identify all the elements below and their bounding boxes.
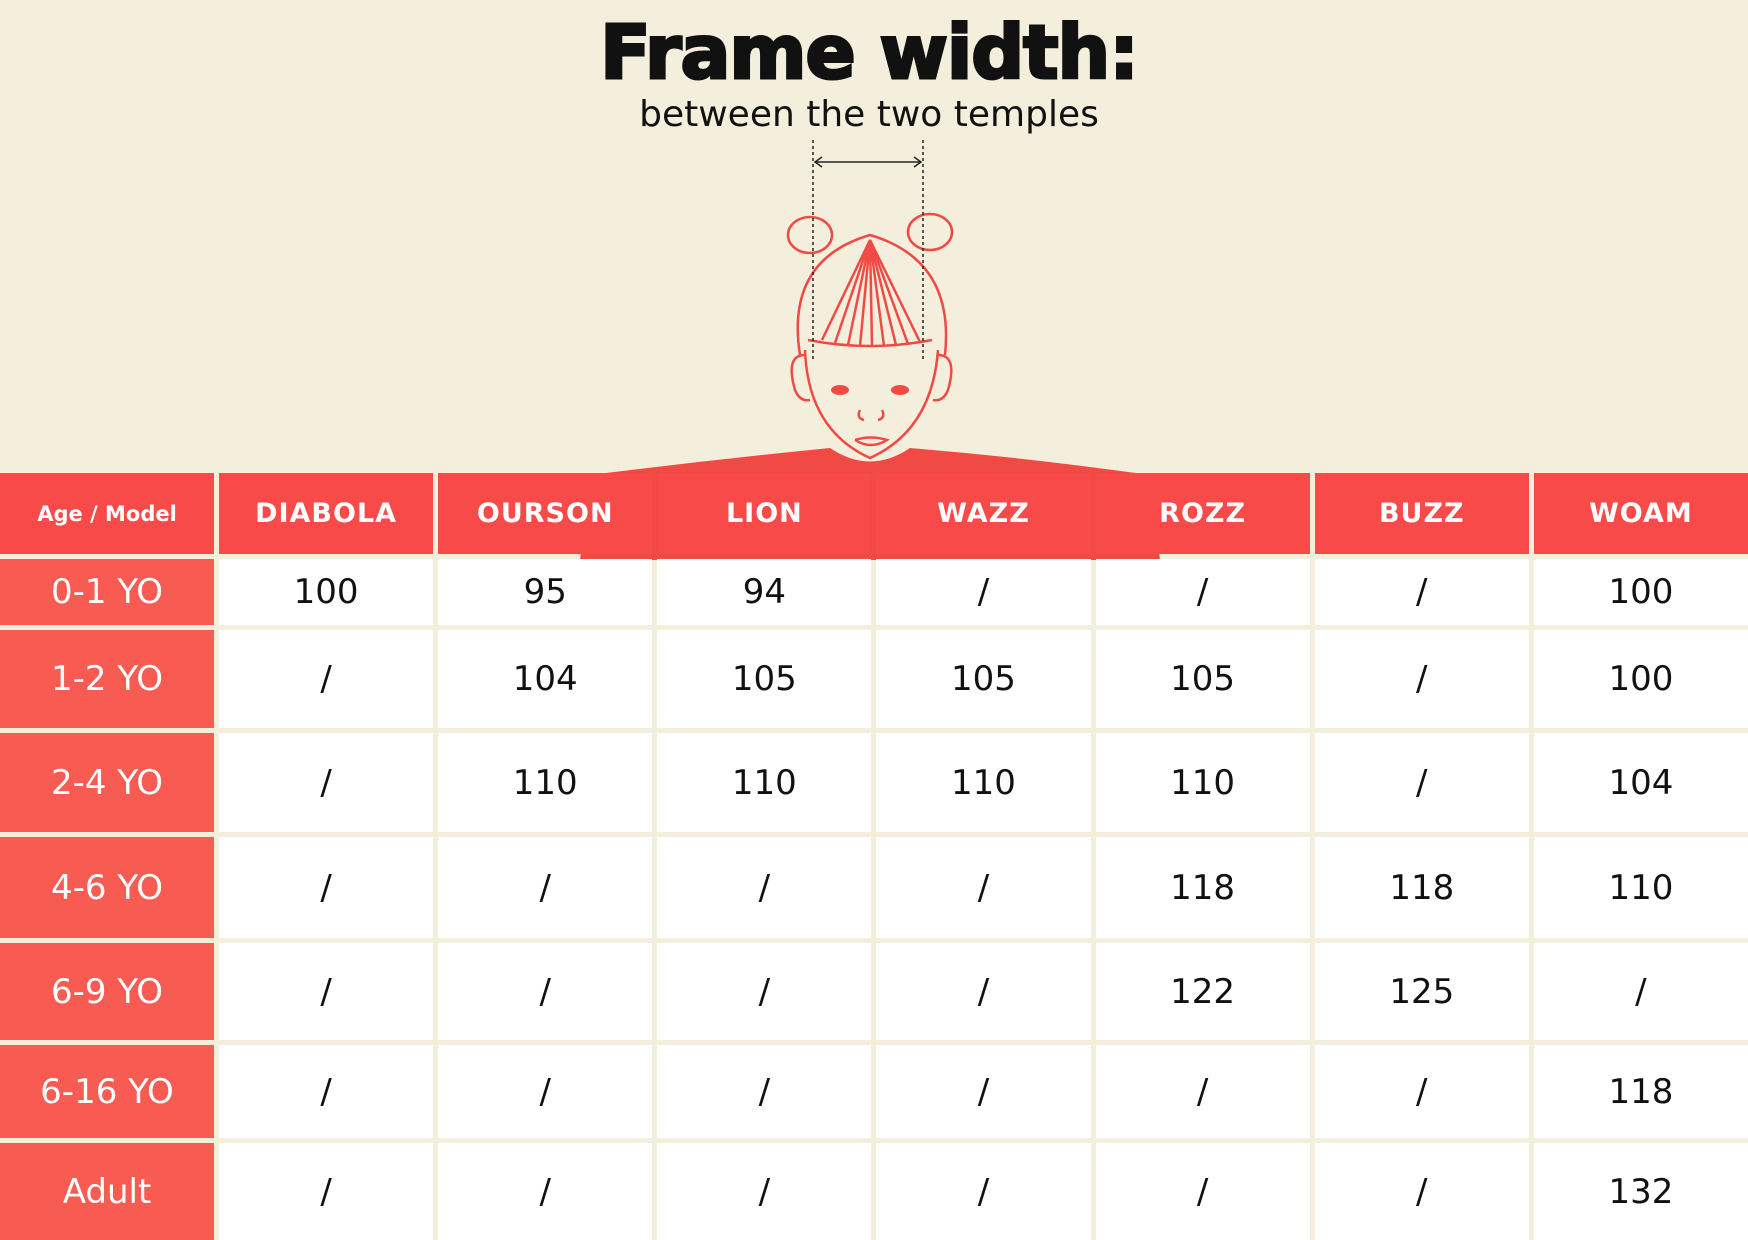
width-arrow-icon: [813, 156, 923, 168]
age-label: 6-16 YO: [0, 1045, 214, 1138]
hair-outline: [796, 233, 948, 356]
width-cell: /: [219, 733, 434, 832]
width-cell: 110: [876, 733, 1091, 832]
width-cell: /: [219, 837, 434, 938]
width-cell: 95: [438, 559, 653, 625]
header-model: DIABOLA: [219, 473, 434, 554]
width-cell: 110: [438, 733, 653, 832]
width-cell: 100: [219, 559, 434, 625]
width-cell: /: [657, 1045, 872, 1138]
mouth: [854, 436, 890, 447]
width-cell: /: [1314, 630, 1529, 728]
width-cell: 104: [1533, 733, 1748, 832]
width-cell: 94: [657, 559, 872, 625]
width-cell: /: [1095, 1045, 1310, 1138]
width-cell: 118: [1095, 837, 1310, 938]
age-label: 1-2 YO: [0, 630, 214, 728]
nose: [857, 409, 885, 422]
width-cell: 110: [1095, 733, 1310, 832]
header-age-model: Age / Model: [0, 473, 214, 554]
age-label: 6-9 YO: [0, 943, 214, 1040]
temple-guides: [812, 140, 924, 360]
page-title: Frame width:: [599, 9, 1141, 98]
age-label: 2-4 YO: [0, 733, 214, 832]
header-model: WOAM: [1533, 473, 1748, 554]
header-model: ROZZ: [1095, 473, 1310, 554]
width-cell: /: [657, 943, 872, 1040]
width-cell: /: [219, 943, 434, 1040]
hair-strands: [820, 239, 922, 347]
width-cell: /: [438, 943, 653, 1040]
age-label: Adult: [0, 1143, 214, 1240]
width-cell: /: [438, 1143, 653, 1240]
width-cell: /: [219, 1143, 434, 1240]
header-model: OURSON: [438, 473, 653, 554]
left-eye: [831, 385, 849, 395]
width-cell: 132: [1533, 1143, 1748, 1240]
header-model: BUZZ: [1314, 473, 1529, 554]
right-eye: [891, 385, 909, 395]
header-model: WAZZ: [876, 473, 1091, 554]
width-cell: /: [1314, 1143, 1529, 1240]
width-cell: /: [1095, 1143, 1310, 1240]
page-subtitle: between the two temples: [639, 94, 1099, 135]
width-cell: 100: [1533, 630, 1748, 728]
width-cell: /: [1314, 559, 1529, 625]
width-cell: /: [1533, 943, 1748, 1040]
width-cell: /: [876, 1143, 1091, 1240]
width-cell: 110: [657, 733, 872, 832]
width-cell: /: [219, 630, 434, 728]
frame-width-table: Age / Model DIABOLA OURSON LION WAZZ ROZZ BUZ…: [0, 473, 1748, 1240]
width-cell: /: [876, 1045, 1091, 1138]
width-cell: /: [1314, 733, 1529, 832]
width-cell: 105: [1095, 630, 1310, 728]
width-cell: 105: [657, 630, 872, 728]
age-label: 4-6 YO: [0, 837, 214, 938]
right-hair-bun: [906, 212, 954, 252]
face-outline: [803, 349, 940, 460]
width-cell: /: [438, 1045, 653, 1138]
left-hair-bun: [786, 215, 834, 255]
width-cell: /: [876, 559, 1091, 625]
width-cell: /: [657, 1143, 872, 1240]
width-cell: 125: [1314, 943, 1529, 1040]
age-label: 0-1 YO: [0, 559, 214, 625]
width-cell: 118: [1314, 837, 1529, 938]
width-cell: /: [657, 837, 872, 938]
width-cell: /: [876, 837, 1091, 938]
header-model: LION: [657, 473, 872, 554]
width-cell: 104: [438, 630, 653, 728]
width-cell: /: [1314, 1045, 1529, 1138]
width-cell: 118: [1533, 1045, 1748, 1138]
width-cell: /: [876, 943, 1091, 1040]
width-cell: 105: [876, 630, 1091, 728]
width-cell: /: [1095, 559, 1310, 625]
width-cell: 122: [1095, 943, 1310, 1040]
width-cell: 110: [1533, 837, 1748, 938]
width-cell: /: [438, 837, 653, 938]
width-cell: 100: [1533, 559, 1748, 625]
width-cell: /: [219, 1045, 434, 1138]
